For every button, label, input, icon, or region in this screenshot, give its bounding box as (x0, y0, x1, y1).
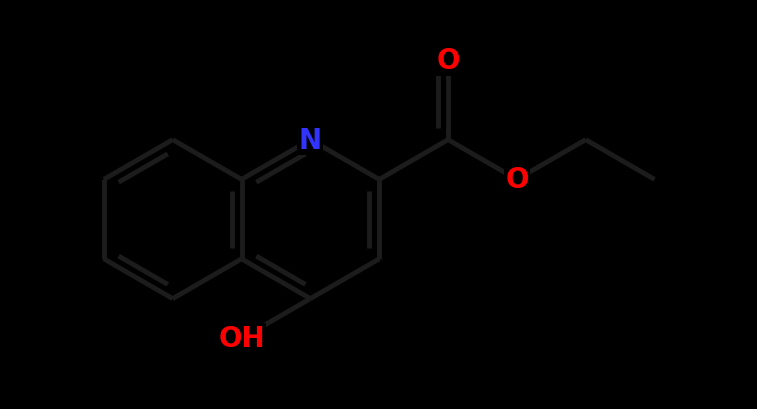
Text: O: O (505, 166, 528, 194)
Text: O: O (436, 47, 459, 75)
Text: N: N (299, 126, 322, 154)
Text: OH: OH (218, 325, 265, 353)
